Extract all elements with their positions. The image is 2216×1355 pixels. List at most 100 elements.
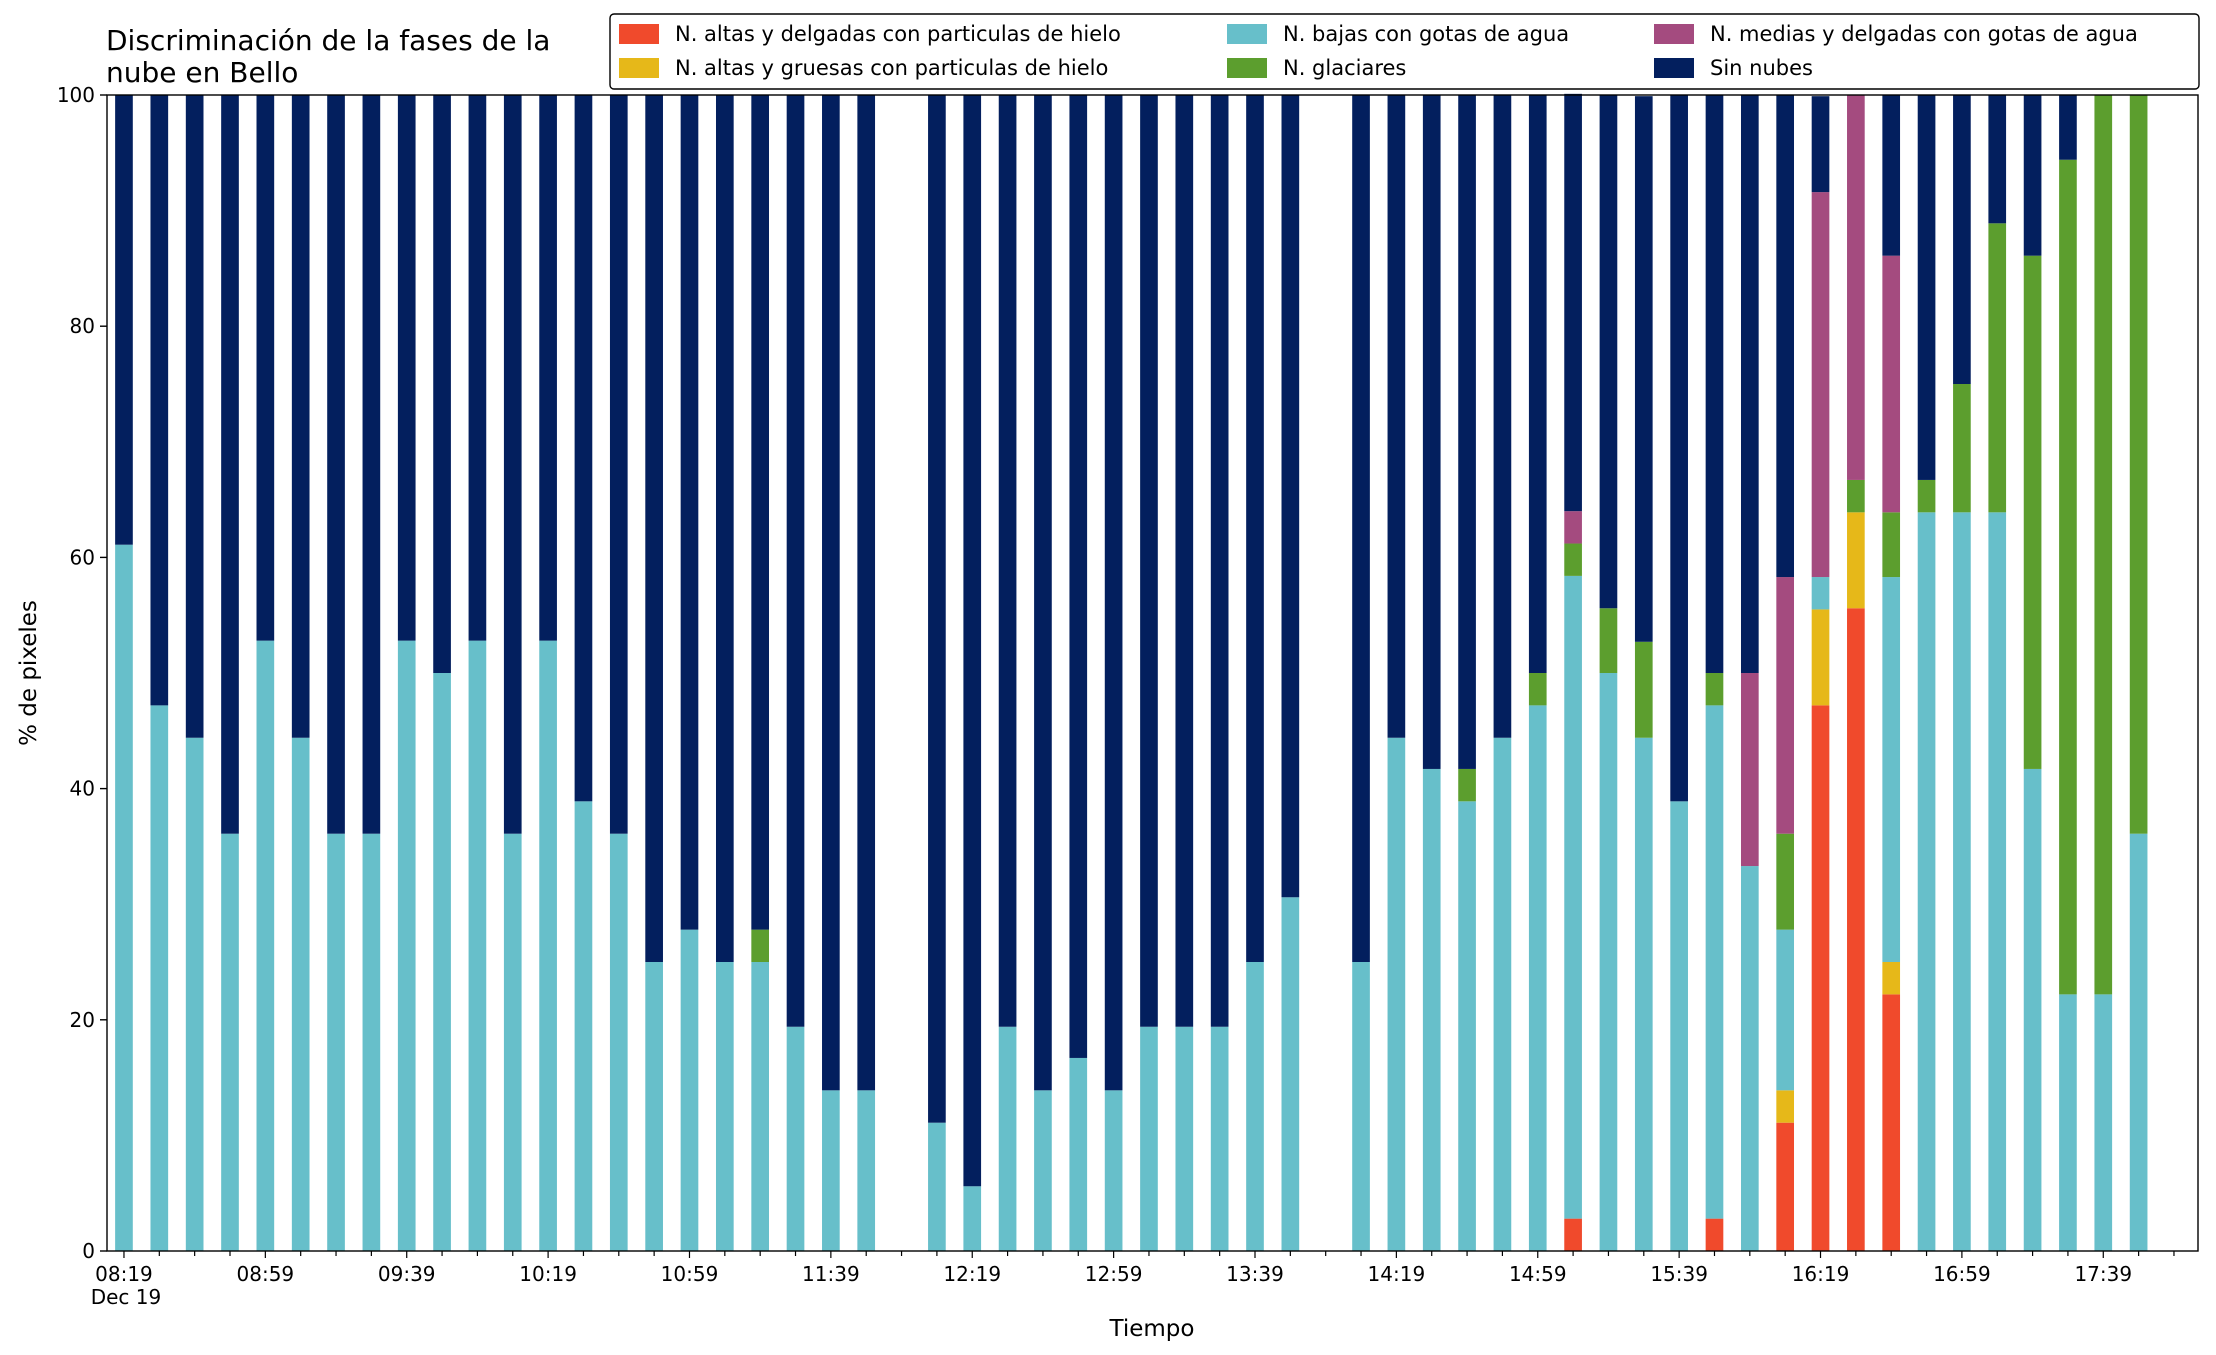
bar-segment (1705, 95, 1724, 673)
bar-segment (1210, 1026, 1229, 1251)
bar-segment (327, 95, 345, 834)
bar-segment (1140, 95, 1158, 1027)
legend-label: Sin nubes (1710, 56, 1813, 80)
bar-segment (645, 95, 663, 962)
bar-segment (1740, 866, 1759, 1251)
bar-segment (1493, 95, 1512, 738)
bar-segment (397, 640, 416, 1251)
x-tick-label: 14:19 (1368, 1262, 1426, 1286)
bar-segment (221, 95, 239, 834)
bar-segment (857, 95, 876, 1091)
legend-swatch (1654, 58, 1694, 78)
x-tick-label: 17:39 (2074, 1262, 2132, 1286)
bar-segment (1352, 962, 1370, 1251)
bar-segment (751, 95, 770, 930)
bar-segment (1917, 512, 1936, 1251)
bar-segment (433, 673, 451, 1251)
bar-segment (2023, 255, 2042, 769)
bar-segment (1953, 512, 1971, 1251)
bar-segment (1564, 93, 1582, 512)
legend-label: N. altas y gruesas con particulas de hie… (675, 56, 1108, 80)
bar-segment (1564, 1218, 1582, 1251)
legend-swatch (1654, 24, 1694, 44)
bar-segment (1564, 511, 1582, 544)
bar-segment (1953, 384, 1971, 513)
bar-segment (1740, 673, 1759, 867)
y-tick-label: 60 (70, 545, 95, 569)
bar-segment (185, 737, 204, 1251)
x-tick-label: 11:39 (802, 1262, 860, 1286)
bar-segment (1847, 512, 1865, 609)
bar-segment (1246, 962, 1264, 1251)
bar-segment (1634, 96, 1653, 642)
x-axis-label: Tiempo (1109, 1316, 1195, 1342)
bar-segment (1917, 479, 1936, 513)
bar-segment (362, 95, 381, 834)
bar-segment (822, 95, 840, 1091)
bar-segment (751, 929, 770, 962)
bar-segment (1599, 608, 1618, 673)
bar-segment (998, 95, 1017, 1027)
x-tick-label: 12:19 (943, 1262, 1001, 1286)
bar-segment (1104, 1090, 1123, 1251)
x-date-label: Dec 19 (91, 1285, 162, 1309)
bar-segment (1175, 95, 1194, 1027)
bar-segment (362, 833, 381, 1251)
bar-segment (503, 95, 522, 834)
bar-segment (1847, 608, 1865, 1251)
y-tick-label: 40 (70, 777, 95, 801)
bar-segment (1458, 801, 1476, 1251)
y-tick-label: 80 (70, 314, 95, 338)
bar-segment (2023, 768, 2042, 1251)
x-tick-label: 09:39 (378, 1262, 436, 1286)
bar-segment (1811, 577, 1830, 610)
bar-segment (1705, 673, 1724, 706)
bar-segment (433, 95, 451, 673)
bar-segment (1528, 705, 1547, 1251)
bar-segment (1564, 575, 1582, 1219)
legend-swatch (619, 58, 659, 78)
bar-segment (291, 737, 310, 1251)
bar-segment (1564, 543, 1582, 576)
y-tick-label: 100 (57, 83, 95, 107)
bar-segment (2129, 833, 2148, 1251)
bar-segment (503, 833, 522, 1251)
bar-segment (291, 95, 310, 738)
bar-segment (1776, 929, 1795, 1091)
bar-segment (1634, 737, 1653, 1251)
bar-segment (786, 1026, 805, 1251)
bar-segment (1387, 95, 1406, 738)
bar-segment (928, 95, 946, 1123)
bar-segment (1882, 994, 1901, 1251)
bar-segment (1988, 223, 2007, 513)
bar-segment (1104, 95, 1123, 1091)
bar-segment (1034, 95, 1052, 1091)
x-tick-label: 10:19 (519, 1262, 577, 1286)
y-axis-label: % de pixeles (16, 600, 42, 746)
bar-segment (1528, 673, 1547, 706)
bar-segment (150, 705, 169, 1251)
bar-segment (1387, 737, 1406, 1251)
bar-segment (185, 95, 204, 738)
bar-segment (2059, 994, 2077, 1251)
bar-segment (1811, 609, 1830, 706)
bar-segment (1917, 95, 1936, 480)
bar-segment (115, 544, 133, 1251)
bar-segment (1599, 95, 1618, 609)
legend-swatch (1227, 58, 1267, 78)
bar-segment (1847, 95, 1865, 480)
chart-title: nube en Bello (106, 56, 298, 89)
bar-segment (1034, 1090, 1052, 1251)
x-tick-label: 10:59 (661, 1262, 719, 1286)
bar-segment (1882, 255, 1901, 513)
x-tick-label: 16:19 (1792, 1262, 1850, 1286)
legend-label: N. glaciares (1283, 56, 1406, 80)
bar-segment (574, 95, 593, 802)
bar-segment (1175, 1026, 1194, 1251)
bar-segment (751, 962, 770, 1251)
x-tick-label: 15:39 (1650, 1262, 1708, 1286)
bar-segment (857, 1090, 876, 1251)
bar-segment (1458, 768, 1476, 802)
